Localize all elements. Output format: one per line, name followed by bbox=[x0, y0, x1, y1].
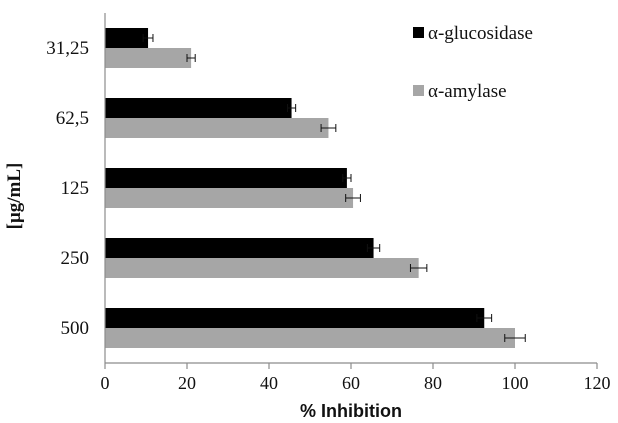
bar-glucosidase-0 bbox=[105, 28, 149, 48]
bar-glucosidase-3 bbox=[105, 238, 374, 258]
bar-amylase-0 bbox=[105, 48, 192, 68]
y-tick-label-1: 62,5 bbox=[56, 108, 89, 129]
x-tick-label-2: 40 bbox=[260, 373, 278, 393]
legend: α-glucosidase α-amylase bbox=[413, 23, 533, 102]
x-tick-label-6: 120 bbox=[584, 373, 611, 393]
x-tick-label-4: 80 bbox=[424, 373, 442, 393]
y-tick-label-2: 125 bbox=[61, 178, 90, 199]
x-tick-label-1: 20 bbox=[178, 373, 196, 393]
error-bar-0-0 bbox=[142, 34, 154, 42]
y-tick-label-3: 250 bbox=[61, 248, 90, 269]
error-bar-0-2 bbox=[342, 174, 352, 182]
legend-swatch-amylase bbox=[413, 85, 424, 96]
bar-glucosidase-2 bbox=[105, 168, 347, 188]
y-axis-title: [μg/mL] bbox=[4, 163, 25, 230]
bar-glucosidase-1 bbox=[105, 98, 292, 118]
bar-amylase-3 bbox=[105, 258, 419, 278]
legend-label-glucosidase: α-glucosidase bbox=[428, 23, 533, 44]
bar-glucosidase-4 bbox=[105, 308, 485, 328]
bars-layer bbox=[105, 28, 515, 348]
error-bar-1-1 bbox=[320, 124, 337, 132]
error-bar-0-1 bbox=[286, 104, 297, 112]
x-tick-label-3: 60 bbox=[342, 373, 360, 393]
error-bar-0-3 bbox=[366, 244, 381, 252]
legend-swatch-glucosidase bbox=[413, 27, 424, 38]
x-tick-label-5: 100 bbox=[502, 373, 529, 393]
x-axis-title: % Inhibition bbox=[300, 401, 402, 421]
bar-amylase-1 bbox=[105, 118, 329, 138]
y-ticks-layer: 31,25 62,5 125 250 500 bbox=[46, 38, 89, 339]
bar-amylase-2 bbox=[105, 188, 354, 208]
error-bar-1-2 bbox=[345, 194, 361, 202]
error-bar-1-3 bbox=[409, 264, 428, 272]
x-tick-label-0: 0 bbox=[101, 373, 110, 393]
x-ticks-layer: 0 20 40 60 80 100 120 bbox=[101, 363, 611, 393]
error-bar-0-4 bbox=[476, 314, 493, 322]
y-tick-label-0: 31,25 bbox=[46, 38, 89, 59]
error-bars-layer bbox=[142, 34, 526, 342]
error-bar-1-4 bbox=[504, 334, 526, 342]
error-bar-1-0 bbox=[186, 54, 196, 62]
y-tick-label-4: 500 bbox=[61, 318, 90, 339]
legend-label-amylase: α-amylase bbox=[428, 81, 507, 102]
bar-amylase-4 bbox=[105, 328, 515, 348]
